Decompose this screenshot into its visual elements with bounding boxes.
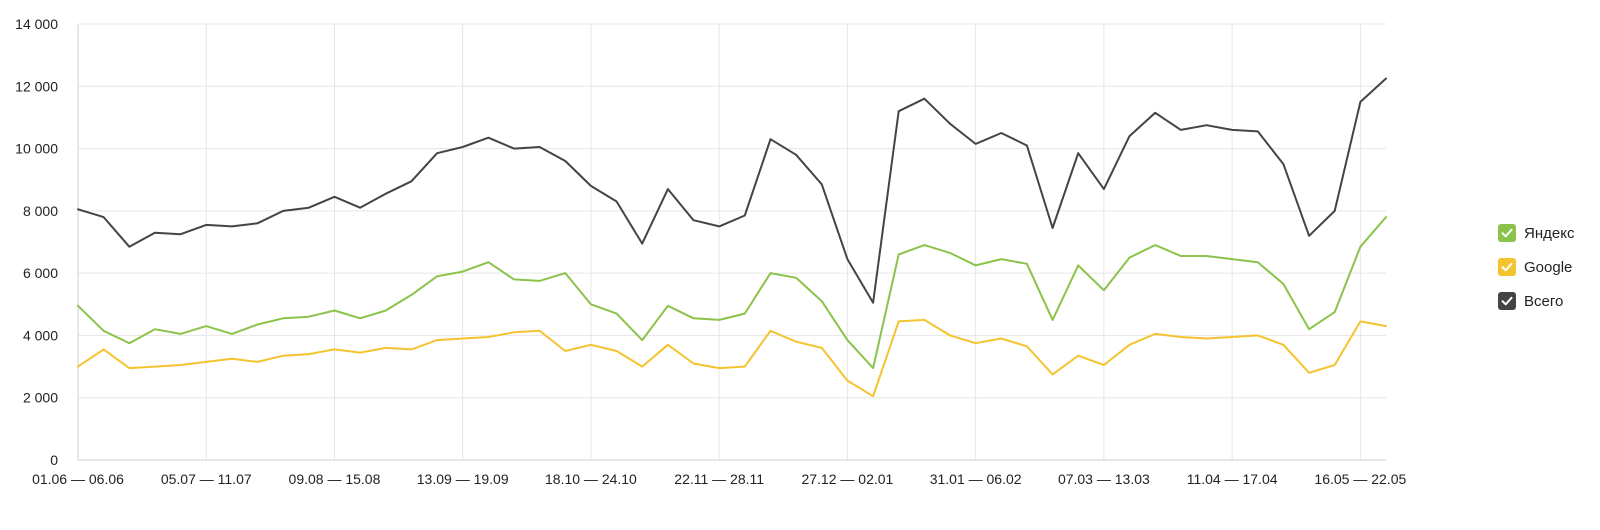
series-line-0 xyxy=(77,216,1387,370)
x-tick-label: 09.08 — 15.08 xyxy=(289,471,381,487)
series-lines xyxy=(77,77,1387,398)
x-axis: 01.06 — 06.06 05.07 — 11.07 09.08 — 15.08 1… xyxy=(32,471,1406,487)
legend-label: Яндекс xyxy=(1524,224,1575,242)
x-tick-label: 18.10 — 24.10 xyxy=(545,471,637,487)
x-tick-label: 16.05 — 22.05 xyxy=(1314,471,1406,487)
x-tick-label: 05.07 — 11.07 xyxy=(161,471,252,487)
y-tick-label: 0 xyxy=(50,452,58,468)
x-tick-label: 13.09 — 19.09 xyxy=(417,471,509,487)
series-line-2 xyxy=(77,77,1387,304)
checkbox-icon[interactable] xyxy=(1498,258,1516,276)
checkbox-icon[interactable] xyxy=(1498,292,1516,310)
y-tick-label: 12 000 xyxy=(15,78,58,94)
x-tick-label: 31.01 — 06.02 xyxy=(930,471,1022,487)
y-tick-label: 4 000 xyxy=(23,327,58,343)
x-tick-label: 07.03 — 13.03 xyxy=(1058,471,1150,487)
x-tick-label: 27.12 — 02.01 xyxy=(801,471,893,487)
series-line-1 xyxy=(77,318,1387,398)
legend-item-google[interactable]: Google xyxy=(1498,250,1574,284)
y-tick-label: 14 000 xyxy=(15,16,58,32)
x-tick-label: 01.06 — 06.06 xyxy=(32,471,124,487)
legend-item-yandex[interactable]: Яндекс xyxy=(1498,216,1574,250)
y-tick-label: 10 000 xyxy=(15,141,58,157)
y-axis: 0 2 000 4 000 6 000 8 000 10 000 12 000 14 000 xyxy=(15,16,58,468)
grid xyxy=(77,23,1386,461)
y-tick-label: 6 000 xyxy=(23,265,58,281)
checkbox-icon[interactable] xyxy=(1498,224,1516,242)
legend-label: Google xyxy=(1524,258,1573,276)
x-tick-label: 22.11 — 28.11 xyxy=(674,471,764,487)
legend-item-total[interactable]: Всего xyxy=(1498,284,1574,318)
y-tick-label: 2 000 xyxy=(23,390,58,406)
legend: Яндекс Google Всего xyxy=(1498,216,1574,318)
x-tick-label: 11.04 — 17.04 xyxy=(1187,471,1278,487)
y-tick-label: 8 000 xyxy=(23,203,58,219)
legend-label: Всего xyxy=(1524,292,1564,310)
